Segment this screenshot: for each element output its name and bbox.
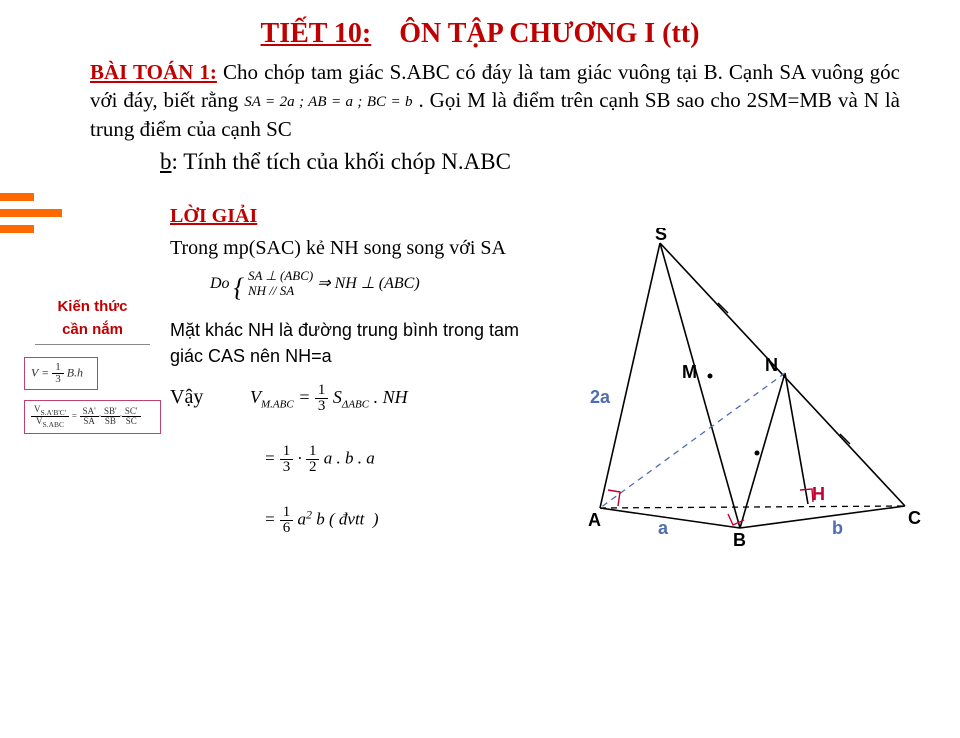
eq-line-3: = 16 a2 b ( đvtt ) xyxy=(264,505,540,536)
sidebar-formula-1: V = 13 B.h xyxy=(24,357,98,390)
point-C: C xyxy=(908,508,921,528)
len-BC: b xyxy=(832,518,843,538)
title-left: TIẾT 10: xyxy=(261,18,372,49)
geometry-diagram: S A B C N M H 2a a b xyxy=(560,228,930,548)
point-N: N xyxy=(765,355,778,375)
sidebar-title-2: cần nắm xyxy=(20,321,165,338)
page-title: TIẾT 10: ÔN TẬP CHƯƠNG I (tt) xyxy=(0,18,960,50)
sidebar: Kiến thức cần nắm V = 13 B.h VS.A'B'C'VS… xyxy=(20,298,165,444)
point-H: H xyxy=(812,484,825,504)
solution-derive: Do { SA ⊥ (ABC)NH // SA ⇒ NH ⊥ (ABC) xyxy=(210,269,540,307)
point-B: B xyxy=(733,530,746,548)
problem-inline-formula: SA = 2a ; AB = a ; BC = b xyxy=(244,94,412,110)
subpart-b-text: : Tính thể tích của khối chóp N.ABC xyxy=(172,149,511,174)
problem-statement: BÀI TOÁN 1: Cho chóp tam giác S.ABC có đ… xyxy=(90,58,900,143)
solution-body: Trong mp(SAC) kẻ NH song song với SA Do … xyxy=(170,234,540,536)
solution-label: LỜI GIẢI xyxy=(170,205,960,228)
point-S: S xyxy=(655,228,667,244)
subpart-b-label: b xyxy=(160,149,172,174)
point-M: M xyxy=(682,362,697,382)
decorative-bars xyxy=(0,193,62,241)
len-SA: 2a xyxy=(590,387,611,407)
sidebar-formula-2: VS.A'B'C'VS.ABC = SA'SA·SB'SB·SC'SC xyxy=(24,400,161,434)
sidebar-title-1: Kiến thức xyxy=(20,298,165,315)
solution-line-2: Mặt khác NH là đường trung bình trong ta… xyxy=(170,317,540,369)
vay-label: Vậy xyxy=(170,383,203,412)
point-A: A xyxy=(588,510,601,530)
len-AB: a xyxy=(658,518,669,538)
solution-equations: = 13 · 12 a . b . a = 16 a2 b ( đvtt ) xyxy=(170,444,540,536)
problem-label: BÀI TOÁN 1: xyxy=(90,60,217,84)
subpart-b: b: Tính thể tích của khối chóp N.ABC xyxy=(160,149,960,175)
title-right: ÔN TẬP CHƯƠNG I (tt) xyxy=(399,18,699,49)
eq-line-2: = 13 · 12 a . b . a xyxy=(264,444,540,475)
vay-formula: VM.ABC = 13 SΔABC . NH xyxy=(250,387,408,407)
solution-vay: Vậy VM.ABC = 13 SΔABC . NH xyxy=(170,383,540,414)
sidebar-divider xyxy=(35,344,150,345)
solution-line-1: Trong mp(SAC) kẻ NH song song với SA xyxy=(170,234,540,263)
